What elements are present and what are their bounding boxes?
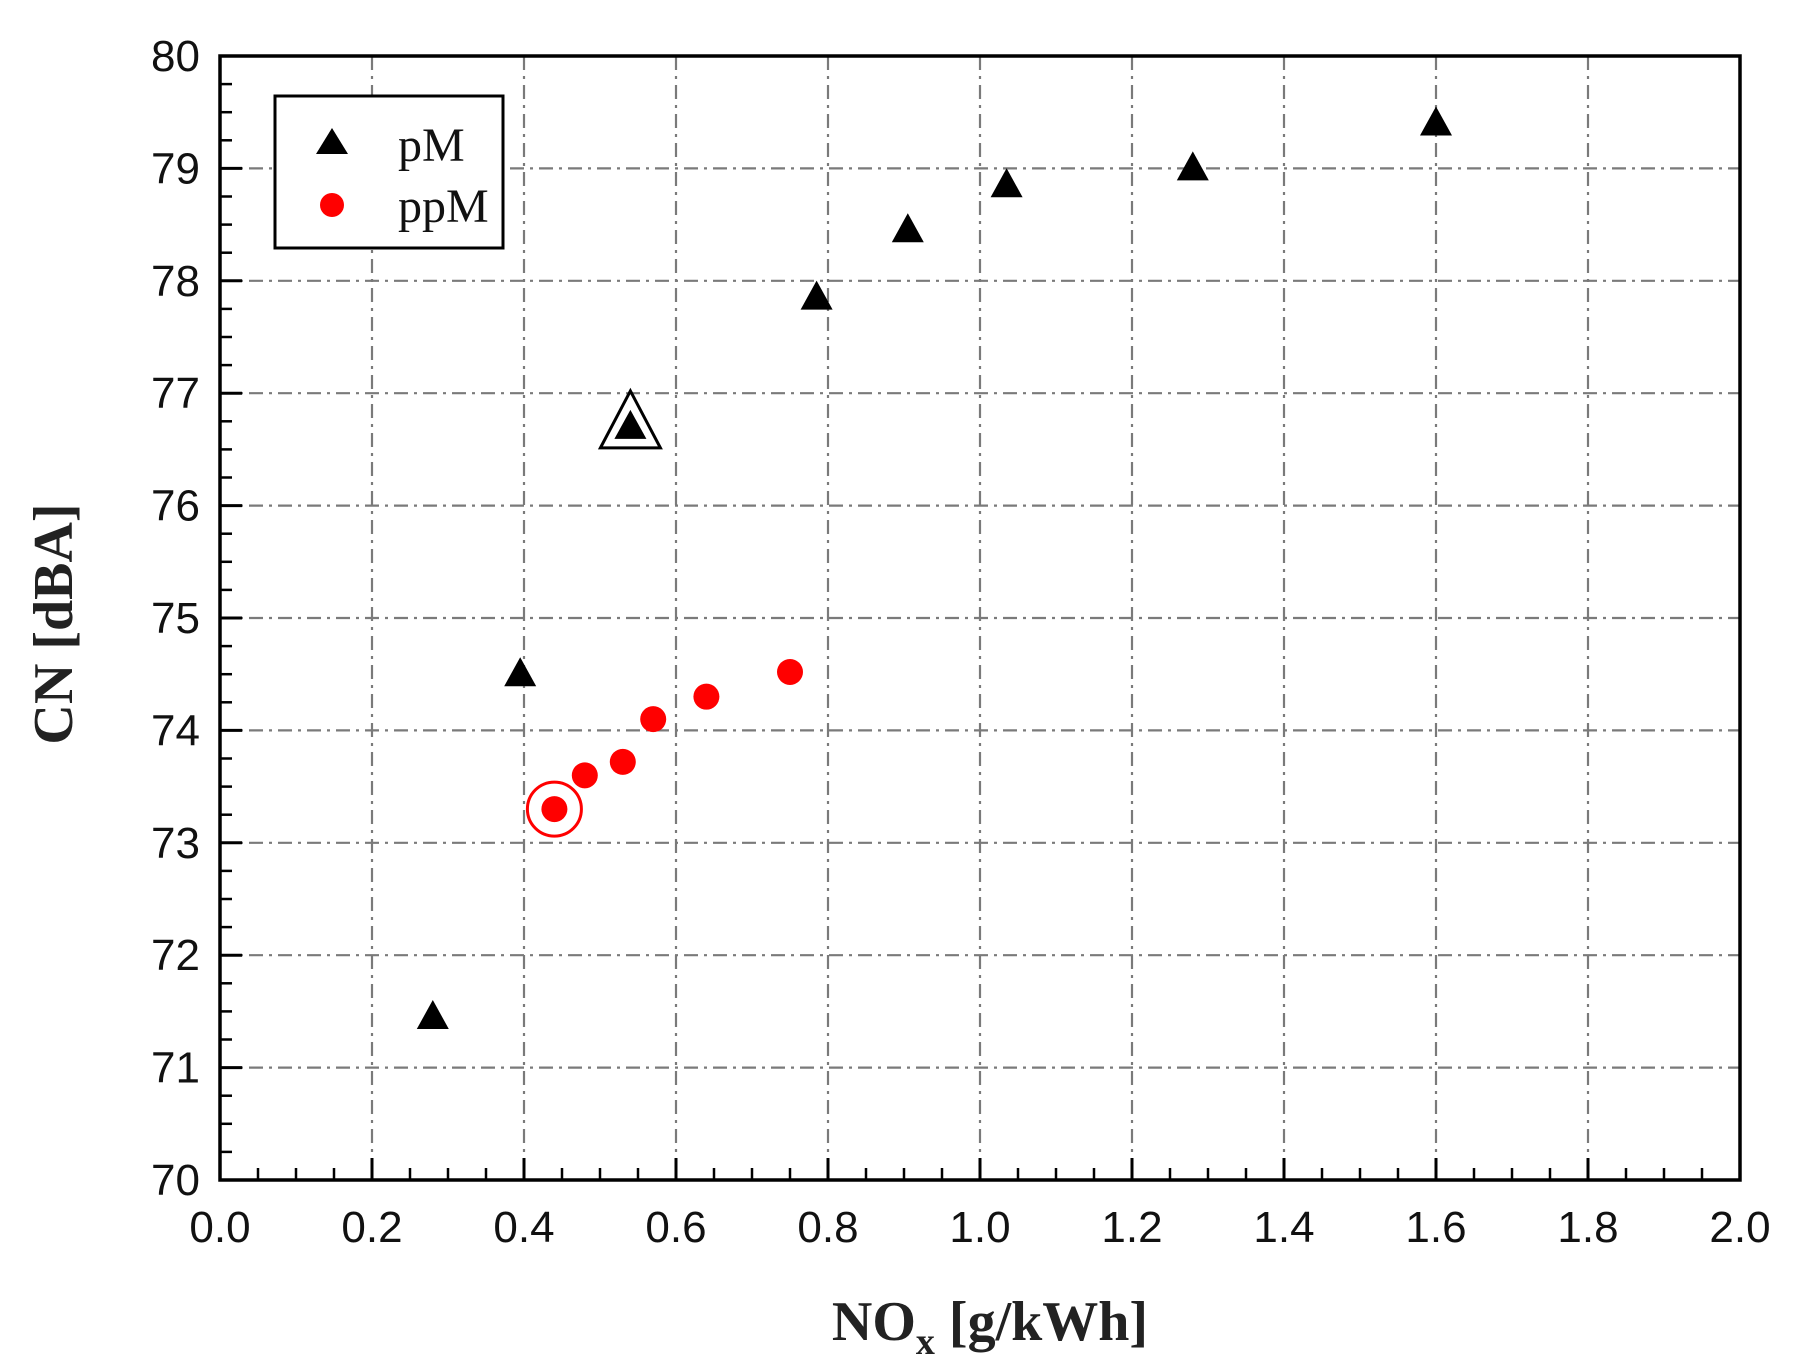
pm-point xyxy=(614,409,647,439)
ppm-point xyxy=(571,762,598,789)
x-tick-label: 1.8 xyxy=(1557,1203,1618,1252)
pm-highlight-ring xyxy=(597,387,663,450)
axis-ticks xyxy=(218,54,1742,1182)
ppm-highlight-ring xyxy=(525,780,583,838)
y-tick-label: 80 xyxy=(151,32,200,81)
x-axis-title-unit: [g/kWh] xyxy=(935,1291,1148,1353)
y-axis-title: CN [dBA] xyxy=(23,503,85,744)
data-points xyxy=(416,106,1452,1030)
legend-label-ppm: ppM xyxy=(398,180,489,233)
legend: pM ppM xyxy=(273,94,505,250)
pm-point xyxy=(990,168,1023,198)
plot-area-frame xyxy=(218,54,1742,1182)
ppm-point xyxy=(541,796,568,823)
legend-label-pm: pM xyxy=(398,119,465,172)
y-tick-label: 76 xyxy=(151,482,200,531)
y-tick-label: 70 xyxy=(151,1156,200,1205)
pm-point xyxy=(1176,151,1209,181)
y-tick-label: 78 xyxy=(151,257,200,306)
x-tick-label: 1.2 xyxy=(1101,1203,1162,1252)
y-tick-label: 72 xyxy=(151,931,200,980)
pm-point xyxy=(504,657,537,687)
x-tick-label: 1.0 xyxy=(949,1203,1010,1252)
x-tick-labels: 0.0 0.2 0.4 0.6 0.8 1.0 1.2 1.4 1.6 1.8 2.0 xyxy=(189,1203,1770,1252)
legend-marker-pm xyxy=(316,128,348,154)
x-axis-title-main: NO xyxy=(832,1291,916,1353)
y-tick-label: 71 xyxy=(151,1044,200,1093)
x-axis-title-subscript: x xyxy=(916,1321,935,1363)
ppm-point xyxy=(640,706,667,733)
x-tick-label: 0.8 xyxy=(797,1203,858,1252)
x-axis-title: NOx [g/kWh] xyxy=(832,1291,1148,1363)
y-tick-label: 74 xyxy=(151,706,200,755)
pm-point xyxy=(800,280,833,310)
pm-point xyxy=(891,213,924,243)
x-tick-label: 0.6 xyxy=(645,1203,706,1252)
x-tick-label: 0.2 xyxy=(341,1203,402,1252)
x-tick-label: 0.0 xyxy=(189,1203,250,1252)
ppm-point xyxy=(693,683,720,710)
ppm-point xyxy=(777,658,803,685)
x-tick-label: 1.4 xyxy=(1253,1203,1314,1252)
pm-point xyxy=(1420,106,1452,136)
y-tick-label: 79 xyxy=(151,144,200,193)
y-tick-label: 75 xyxy=(151,594,200,643)
y-tick-label: 77 xyxy=(151,369,200,418)
x-tick-label: 1.6 xyxy=(1405,1203,1466,1252)
grid-lines xyxy=(220,56,1740,1180)
y-tick-label: 73 xyxy=(151,819,200,868)
y-tick-labels: 70 71 72 73 74 75 76 77 78 79 80 xyxy=(151,32,200,1205)
legend-marker-ppm xyxy=(320,193,344,217)
pm-point xyxy=(416,1000,449,1030)
x-tick-label: 0.4 xyxy=(493,1203,554,1252)
ppm-point xyxy=(609,748,636,775)
legend-box xyxy=(273,94,505,250)
x-tick-label: 2.0 xyxy=(1709,1203,1770,1252)
